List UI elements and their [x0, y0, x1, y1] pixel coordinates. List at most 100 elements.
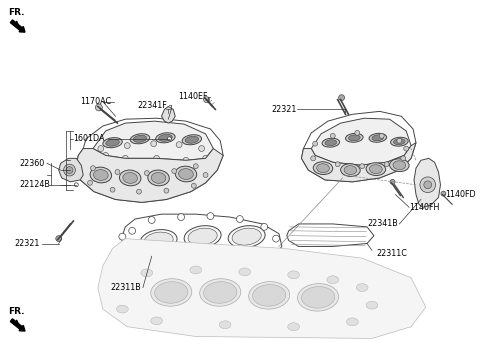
Circle shape — [203, 155, 208, 161]
Ellipse shape — [155, 282, 188, 303]
Circle shape — [168, 137, 171, 141]
Circle shape — [88, 180, 93, 185]
Polygon shape — [121, 214, 282, 266]
Ellipse shape — [252, 284, 286, 306]
Polygon shape — [76, 118, 223, 202]
Ellipse shape — [151, 317, 163, 325]
Circle shape — [330, 133, 335, 138]
Text: 1140FH: 1140FH — [409, 203, 440, 212]
Ellipse shape — [106, 139, 120, 146]
Ellipse shape — [370, 165, 382, 173]
Circle shape — [91, 166, 96, 171]
Ellipse shape — [151, 279, 192, 306]
Ellipse shape — [123, 172, 137, 183]
Circle shape — [192, 183, 196, 188]
Circle shape — [397, 138, 402, 143]
Polygon shape — [161, 106, 175, 123]
Text: FR.: FR. — [9, 307, 25, 316]
Ellipse shape — [190, 266, 202, 274]
Circle shape — [66, 167, 73, 173]
Circle shape — [390, 179, 395, 184]
Ellipse shape — [219, 321, 231, 329]
Polygon shape — [287, 224, 374, 246]
Polygon shape — [76, 149, 223, 202]
Ellipse shape — [200, 279, 241, 306]
Polygon shape — [301, 111, 416, 182]
FancyArrow shape — [11, 319, 25, 331]
Text: 22321: 22321 — [271, 105, 297, 114]
Circle shape — [110, 187, 115, 192]
Circle shape — [379, 133, 384, 138]
Circle shape — [151, 141, 156, 147]
Circle shape — [96, 104, 102, 111]
Circle shape — [122, 155, 128, 161]
Ellipse shape — [130, 134, 150, 144]
Ellipse shape — [133, 135, 147, 142]
Circle shape — [144, 171, 149, 176]
Ellipse shape — [322, 138, 340, 147]
Ellipse shape — [103, 138, 122, 148]
Circle shape — [144, 254, 150, 261]
Ellipse shape — [185, 136, 199, 143]
Text: 22341B: 22341B — [367, 220, 398, 229]
Circle shape — [404, 146, 408, 151]
Polygon shape — [98, 239, 426, 339]
Ellipse shape — [288, 271, 300, 279]
Text: 1140EF: 1140EF — [178, 92, 208, 101]
Ellipse shape — [391, 137, 408, 146]
Ellipse shape — [156, 133, 175, 143]
Circle shape — [129, 227, 135, 234]
Circle shape — [176, 259, 182, 266]
Ellipse shape — [317, 164, 329, 172]
Ellipse shape — [356, 284, 368, 291]
Ellipse shape — [204, 282, 237, 303]
Circle shape — [127, 243, 133, 250]
Circle shape — [420, 177, 435, 193]
Circle shape — [384, 162, 389, 167]
Circle shape — [172, 169, 177, 173]
Text: 1601DA: 1601DA — [73, 134, 105, 143]
Polygon shape — [301, 143, 416, 182]
Polygon shape — [414, 158, 441, 207]
Ellipse shape — [175, 166, 197, 182]
Circle shape — [148, 217, 155, 223]
Ellipse shape — [298, 284, 339, 311]
Circle shape — [176, 142, 182, 148]
Ellipse shape — [301, 287, 335, 308]
Text: 22341F: 22341F — [137, 101, 167, 110]
FancyArrow shape — [11, 20, 25, 32]
Ellipse shape — [141, 269, 153, 277]
Ellipse shape — [346, 133, 363, 142]
Ellipse shape — [120, 170, 141, 186]
Ellipse shape — [327, 276, 339, 284]
Circle shape — [199, 146, 204, 151]
Ellipse shape — [90, 167, 111, 183]
Circle shape — [154, 155, 159, 161]
Polygon shape — [59, 158, 83, 182]
Circle shape — [164, 188, 169, 193]
Ellipse shape — [372, 135, 384, 141]
Ellipse shape — [182, 135, 202, 145]
Ellipse shape — [179, 169, 193, 179]
Text: 22124B: 22124B — [20, 180, 50, 189]
Ellipse shape — [239, 268, 251, 276]
Ellipse shape — [347, 318, 358, 326]
Ellipse shape — [151, 172, 166, 183]
Circle shape — [236, 216, 243, 222]
Ellipse shape — [94, 170, 108, 180]
Ellipse shape — [184, 226, 221, 248]
Circle shape — [401, 156, 406, 161]
Circle shape — [103, 153, 108, 158]
Ellipse shape — [288, 323, 300, 331]
Ellipse shape — [325, 140, 336, 146]
Ellipse shape — [117, 305, 128, 313]
Ellipse shape — [348, 135, 360, 141]
Polygon shape — [311, 118, 411, 165]
Circle shape — [240, 258, 246, 265]
Text: 1170AC: 1170AC — [80, 97, 111, 106]
Ellipse shape — [393, 161, 406, 170]
Circle shape — [355, 131, 360, 135]
Ellipse shape — [158, 134, 172, 141]
Circle shape — [74, 183, 78, 187]
Text: 22311B: 22311B — [110, 283, 141, 292]
